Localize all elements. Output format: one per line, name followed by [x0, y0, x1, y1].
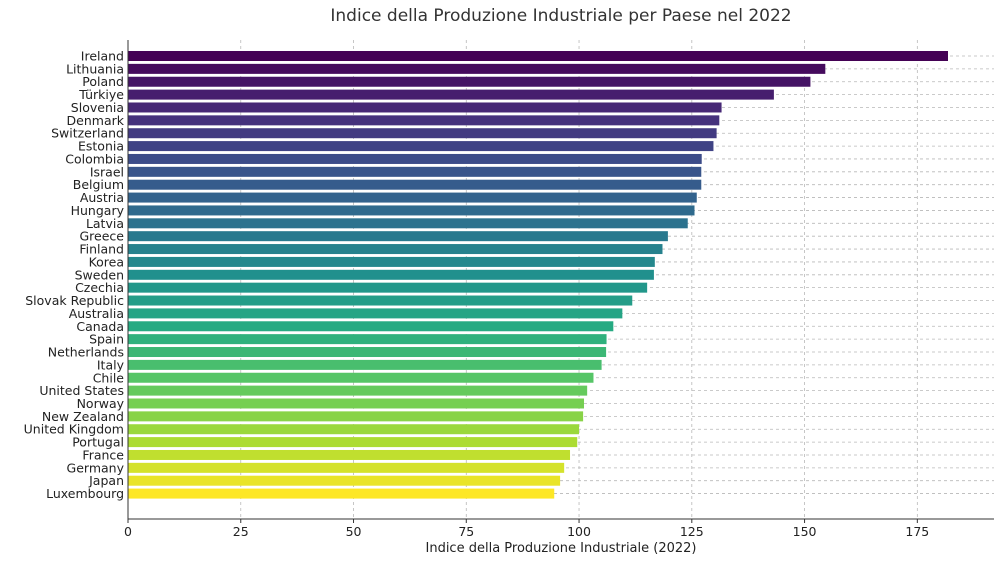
bar-sweden — [128, 269, 654, 280]
category-label: Korea — [89, 254, 124, 269]
bar-portugal — [128, 437, 578, 448]
x-tick-labels: 0 25 50 75 100 125 150 175 — [124, 519, 929, 539]
bar-netherlands — [128, 347, 607, 358]
bar-estonia — [128, 141, 714, 152]
bar-finland — [128, 244, 663, 255]
category-label: Canada — [76, 319, 124, 334]
category-label: United States — [39, 383, 124, 398]
x-tick-label: 100 — [567, 524, 591, 539]
chart-title: Indice della Produzione Industriale per … — [330, 6, 791, 26]
category-label: Czechia — [75, 280, 124, 295]
bar-slovenia — [128, 102, 722, 113]
bar-colombia — [128, 153, 702, 164]
x-tick-label: 25 — [233, 524, 249, 539]
category-label: Portugal — [72, 435, 124, 450]
category-label: Sweden — [75, 267, 124, 282]
bar-belgium — [128, 179, 702, 190]
category-label: Austria — [80, 190, 124, 205]
x-tick-label: 50 — [346, 524, 362, 539]
category-label: Spain — [89, 332, 124, 347]
bar-israel — [128, 166, 702, 177]
category-label: Switzerland — [51, 126, 124, 141]
bar-t-rkiye — [128, 89, 774, 100]
bar-france — [128, 449, 571, 460]
category-labels: IrelandLithuaniaPolandTürkiyeSloveniaDen… — [24, 49, 125, 502]
category-label: Japan — [88, 473, 124, 488]
x-axis-label: Indice della Produzione Industriale (202… — [426, 541, 697, 556]
category-label: Netherlands — [48, 345, 124, 360]
x-tick-label: 75 — [458, 524, 474, 539]
bar-lithuania — [128, 63, 826, 74]
category-label: Belgium — [73, 177, 124, 192]
category-label: Israel — [90, 164, 124, 179]
category-label: Poland — [82, 74, 124, 89]
category-label: Germany — [67, 460, 125, 475]
category-label: Australia — [69, 306, 124, 321]
bar-slovak-republic — [128, 295, 633, 306]
x-tick-label: 175 — [905, 524, 929, 539]
category-label: Denmark — [67, 113, 125, 128]
category-label: France — [82, 447, 124, 462]
bar-united-states — [128, 385, 588, 396]
x-tick-label: 125 — [680, 524, 704, 539]
category-label: Norway — [77, 396, 125, 411]
bar-luxembourg — [128, 488, 555, 499]
bar-latvia — [128, 218, 688, 229]
category-label: United Kingdom — [24, 422, 124, 437]
category-label: Türkiye — [78, 87, 124, 102]
category-label: Slovenia — [71, 100, 124, 115]
bar-poland — [128, 76, 811, 87]
category-label: New Zealand — [42, 409, 124, 424]
bar-norway — [128, 398, 585, 409]
bar-chile — [128, 372, 594, 383]
category-label: Ireland — [81, 49, 124, 64]
category-label: Colombia — [65, 151, 124, 166]
bar-switzerland — [128, 128, 717, 139]
bar-united-kingdom — [128, 424, 580, 435]
bar-japan — [128, 475, 561, 486]
x-tick-label: 0 — [124, 524, 132, 539]
bar-czechia — [128, 282, 648, 293]
bar-italy — [128, 359, 602, 370]
bar-new-zealand — [128, 411, 584, 422]
bar-korea — [128, 256, 655, 267]
bar-greece — [128, 231, 668, 242]
category-label: Luxembourg — [46, 486, 124, 501]
bar-australia — [128, 308, 623, 319]
category-label: Italy — [97, 357, 125, 372]
category-label: Chile — [93, 370, 125, 385]
bar-denmark — [128, 115, 720, 126]
bar-austria — [128, 192, 697, 203]
bar-hungary — [128, 205, 695, 216]
bar-ireland — [128, 51, 948, 61]
bars — [128, 51, 948, 499]
category-label: Finland — [79, 242, 124, 257]
bar-spain — [128, 334, 607, 345]
x-tick-label: 150 — [793, 524, 817, 539]
category-label: Lithuania — [66, 61, 124, 76]
category-label: Slovak Republic — [25, 293, 124, 308]
category-label: Hungary — [71, 203, 125, 218]
bar-canada — [128, 321, 614, 332]
category-label: Greece — [80, 229, 125, 244]
category-label: Estonia — [78, 139, 124, 154]
category-label: Latvia — [86, 216, 124, 231]
bar-germany — [128, 462, 565, 473]
